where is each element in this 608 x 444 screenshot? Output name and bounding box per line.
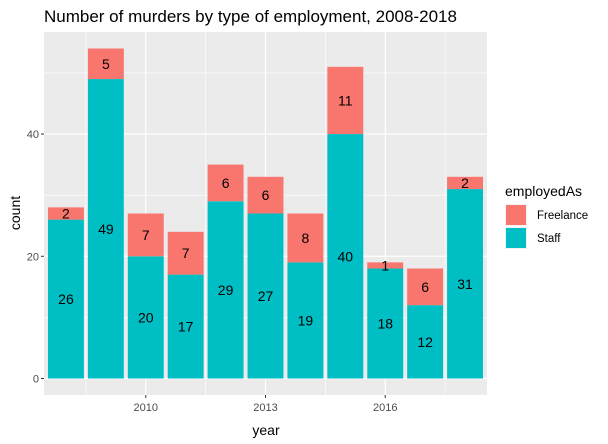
bar-staff [47, 219, 84, 379]
bar-freelance [407, 268, 444, 306]
y-tick-label: 20 [27, 251, 39, 263]
bar-staff [127, 256, 164, 379]
legend-title: employedAs [505, 183, 582, 199]
bar-staff [247, 213, 284, 379]
legend-key-freelance [506, 205, 526, 225]
legend-label-staff: Staff [537, 233, 561, 245]
legend-key-staff [506, 228, 526, 248]
bar-freelance [87, 48, 124, 80]
bar-staff [87, 79, 124, 379]
bar-label-staff: 40 [338, 248, 354, 264]
x-axis-title: year [252, 422, 280, 438]
bar-label-freelance: 7 [142, 227, 150, 243]
bar-label-staff: 18 [377, 316, 393, 332]
bar-label-staff: 19 [298, 312, 314, 328]
bar-label-staff: 29 [218, 282, 234, 298]
y-tick-label: 40 [27, 129, 39, 141]
chart-title: Number of murders by type of employment,… [44, 7, 457, 26]
bar-freelance [287, 213, 324, 263]
bar-freelance [367, 262, 404, 269]
bar-label-freelance: 6 [222, 175, 230, 191]
bar-label-freelance: 5 [102, 56, 110, 72]
bar-label-staff: 17 [178, 319, 194, 335]
bar-label-staff: 12 [417, 334, 433, 350]
bar-label-staff: 49 [98, 221, 114, 237]
bar-label-freelance: 2 [461, 175, 469, 191]
bar-staff [167, 274, 204, 379]
bar-label-staff: 20 [138, 309, 154, 325]
bar-label-freelance: 8 [302, 230, 310, 246]
x-tick-label: 2010 [134, 402, 158, 414]
bar-staff [447, 189, 484, 379]
bar-staff [207, 201, 244, 379]
legend: employedAs Freelance Staff [505, 183, 588, 249]
y-tick-label: 0 [33, 374, 39, 386]
bar-freelance [47, 207, 84, 220]
bar-label-staff: 31 [457, 276, 473, 292]
legend-label-freelance: Freelance [537, 210, 588, 222]
bar-label-staff: 26 [58, 291, 74, 307]
bar-freelance [247, 176, 284, 214]
x-tick-label: 2016 [373, 402, 397, 414]
bar-staff [327, 134, 364, 379]
bar-label-freelance: 7 [182, 245, 190, 261]
bar-staff [367, 268, 404, 379]
bar-staff [287, 262, 324, 379]
plot-panel: 26 2 49 5 20 7 17 7 29 6 27 6 19 8 40 11 18 1 12 6 31 2 [44, 32, 487, 395]
bar-freelance [127, 213, 164, 257]
bar-label-freelance: 1 [381, 257, 389, 273]
bar-label-freelance: 2 [62, 206, 70, 222]
bar-label-freelance: 6 [262, 187, 270, 203]
bar-label-freelance: 6 [421, 279, 429, 295]
bar-freelance [167, 231, 204, 275]
bar-freelance [207, 164, 244, 202]
bar-staff [407, 305, 444, 379]
bar-freelance [447, 176, 484, 190]
bar-label-freelance: 11 [338, 92, 353, 108]
bar-freelance [327, 66, 364, 135]
x-tick-label: 2013 [253, 402, 277, 414]
y-axis-title: count [7, 196, 23, 230]
bar-label-staff: 27 [258, 288, 274, 304]
